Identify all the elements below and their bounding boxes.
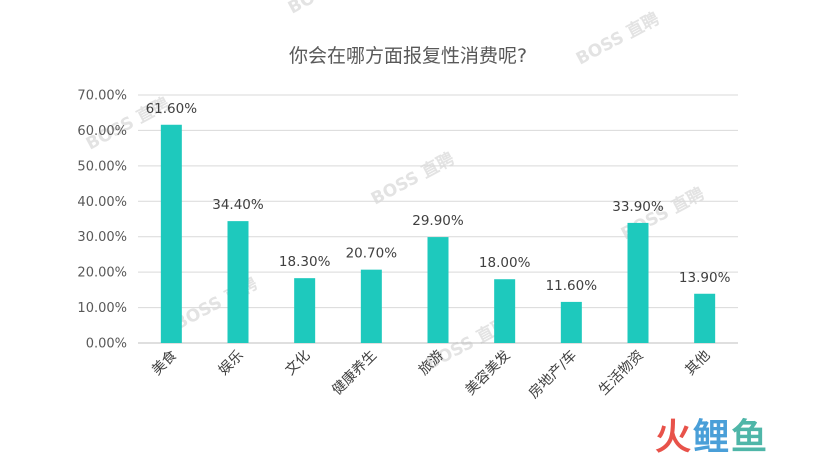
- x-category-label: 健康养生: [329, 347, 381, 399]
- y-tick-label: 50.00%: [77, 159, 127, 174]
- watermark-text: BOSS 直聘: [284, 0, 374, 18]
- y-tick-label: 70.00%: [77, 89, 127, 104]
- y-tick-label: 40.00%: [77, 195, 127, 210]
- y-tick-label: 60.00%: [77, 124, 127, 139]
- watermark-text: BOSS 直聘: [367, 148, 457, 209]
- y-tick-label: 20.00%: [77, 266, 127, 281]
- logo-part: 火: [655, 417, 694, 458]
- watermark-text: BOSS 直聘: [572, 8, 662, 69]
- x-category-label: 文化: [282, 348, 313, 379]
- data-label: 29.90%: [412, 213, 464, 229]
- brand-logo: 火鲤鱼: [655, 408, 769, 460]
- bar: [360, 269, 382, 343]
- x-category-label: 美食: [148, 347, 180, 379]
- bar: [494, 279, 516, 343]
- bar: [227, 221, 249, 343]
- bar: [160, 124, 182, 343]
- logo-part: 鲤: [693, 417, 732, 458]
- data-labels: 61.60% 34.40% 18.30% 20.70% 29.90% 18.00% 11.6…: [146, 101, 731, 294]
- y-tick-label: 0.00%: [86, 337, 127, 352]
- data-label: 11.60%: [546, 278, 598, 294]
- data-label: 33.90%: [612, 199, 664, 215]
- bar: [627, 222, 649, 343]
- x-category-label: 娱乐: [216, 348, 247, 379]
- bars: [160, 124, 716, 343]
- y-axis-ticks: 0.00% 10.00% 20.00% 30.00% 40.00% 50.00% 60.00…: [77, 89, 127, 352]
- bar: [294, 278, 316, 343]
- x-category-label: 其他: [682, 348, 713, 379]
- x-category-label: 房地产/车: [525, 347, 580, 402]
- data-label: 13.90%: [679, 270, 731, 286]
- data-label: 18.00%: [479, 255, 531, 271]
- y-tick-label: 10.00%: [77, 301, 127, 316]
- y-tick-label: 30.00%: [77, 230, 127, 245]
- bar: [560, 301, 582, 343]
- x-category-label: 生活物资: [596, 348, 647, 399]
- data-label: 34.40%: [212, 197, 264, 213]
- logo-part: 鱼: [731, 417, 770, 458]
- data-label: 18.30%: [279, 254, 331, 270]
- bar: [694, 293, 716, 343]
- bar: [427, 237, 449, 343]
- chart-title: 你会在哪方面报复性消费呢?: [289, 45, 527, 67]
- x-axis-categories: 美食 娱乐 文化 健康养生 旅游 美容美发 房地产/车 生活物资 其他: [148, 347, 713, 402]
- data-label: 20.70%: [346, 246, 398, 262]
- data-label: 61.60%: [146, 101, 198, 117]
